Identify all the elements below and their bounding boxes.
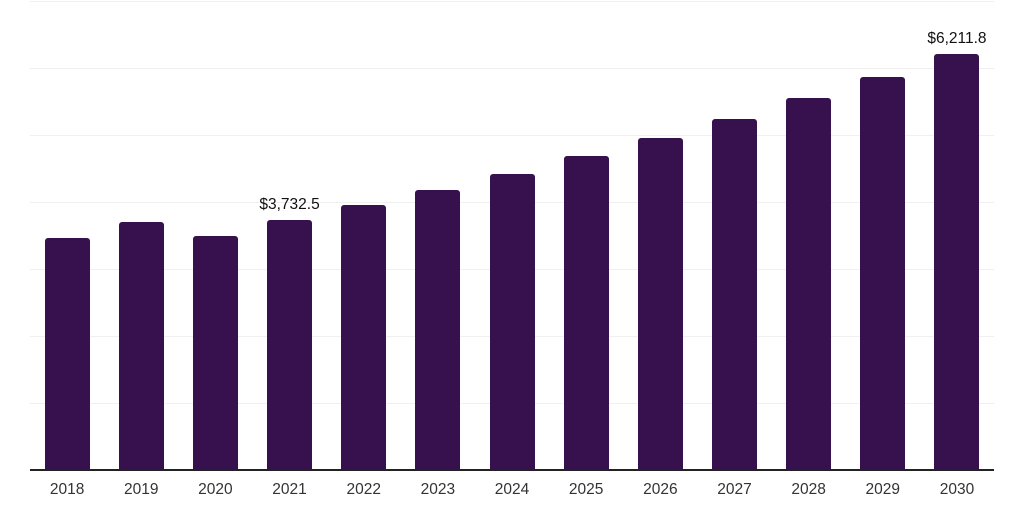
bar-2028 [786, 98, 832, 470]
gridline [30, 68, 994, 69]
x-tick-2019: 2019 [123, 481, 159, 498]
bar-2020 [192, 235, 238, 470]
x-tick-2030: 2030 [939, 481, 975, 498]
bar-value-label-2030: $6,211.8 [927, 29, 987, 47]
bar-value-label-2021: $3,732.5 [259, 195, 320, 213]
gridline [30, 1, 994, 2]
bar-2026 [637, 138, 683, 470]
x-tick-2022: 2022 [346, 481, 381, 498]
x-tick-2020: 2020 [198, 481, 233, 498]
bar-2030 [934, 53, 980, 470]
bar-2023 [415, 189, 461, 470]
bar-2019 [118, 222, 164, 470]
bar-2027 [711, 118, 757, 470]
x-tick-2029: 2029 [865, 481, 901, 498]
bar-2022 [341, 205, 387, 470]
x-tick-2023: 2023 [420, 481, 456, 498]
x-tick-2027: 2027 [717, 481, 752, 498]
bar-2024 [489, 173, 535, 470]
x-tick-2021: 2021 [272, 481, 307, 498]
x-axis-line [30, 469, 994, 471]
x-tick-2024: 2024 [494, 481, 530, 498]
x-tick-2026: 2026 [643, 481, 678, 498]
plot-area: $3,732.5 $6,211.8 [30, 1, 994, 471]
x-tick-2025: 2025 [568, 481, 604, 498]
x-tick-2018: 2018 [49, 481, 85, 498]
x-tick-2028: 2028 [791, 481, 826, 498]
bar-2018 [44, 237, 90, 470]
bar-2029 [860, 76, 906, 470]
x-axis-labels: 2018 2019 2020 2021 2022 2023 2024 2025 2026 2027… [30, 480, 994, 500]
gridline [30, 135, 994, 136]
bar-2021 [267, 219, 313, 470]
bar-2025 [563, 156, 609, 470]
